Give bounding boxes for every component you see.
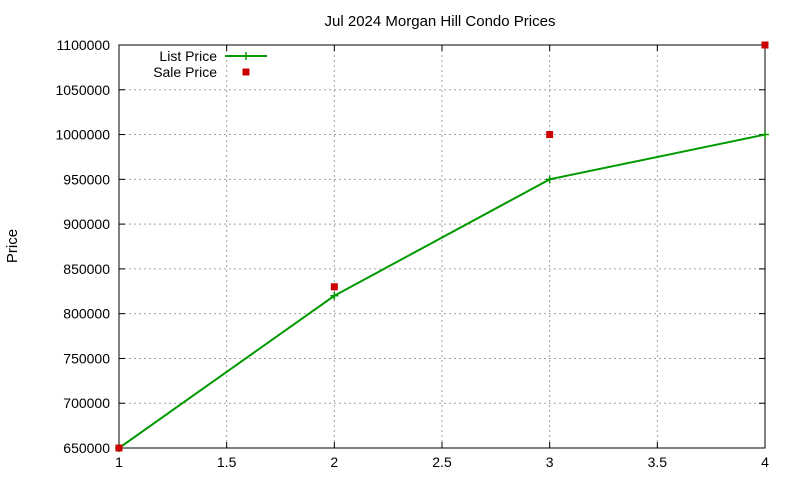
legend-marker-list-price <box>242 52 250 60</box>
y-tick-label: 850000 <box>63 261 110 277</box>
list-price-point <box>761 130 769 139</box>
x-tick-label: 2.5 <box>432 454 452 470</box>
sale-price-point <box>546 131 554 139</box>
chart-title: Jul 2024 Morgan Hill Condo Prices <box>325 13 556 30</box>
sale-price-point <box>115 444 123 452</box>
y-tick-label: 900000 <box>63 216 110 232</box>
sale-price-point <box>330 283 338 291</box>
x-tick-label: 1.5 <box>217 454 237 470</box>
y-tick-label: 750000 <box>63 350 110 366</box>
x-tick-label: 4 <box>761 454 769 470</box>
y-axis-label: Price <box>4 229 21 263</box>
x-tick-label: 2 <box>330 454 338 470</box>
y-tick-label: 1100000 <box>57 37 111 53</box>
list-price-line <box>118 133 766 449</box>
axis-ticks: 1 1.5 2 2.5 3 3.5 4 650000 700000 750000 800000 850… <box>55 37 769 470</box>
x-tick-label: 3.5 <box>648 454 668 470</box>
y-tick-label: 800000 <box>63 306 110 322</box>
y-tick-label: 650000 <box>63 440 110 456</box>
series <box>115 41 769 452</box>
y-tick-label: 1000000 <box>55 127 110 143</box>
grid <box>119 45 765 448</box>
legend-label-list-price: List Price <box>159 48 217 64</box>
y-tick-label: 700000 <box>63 395 110 411</box>
x-tick-label: 1 <box>115 454 123 470</box>
x-tick-label: 3 <box>546 454 554 470</box>
y-tick-label: 950000 <box>63 171 110 187</box>
list-price-point <box>545 175 554 184</box>
legend-marker-sale-price <box>242 68 250 76</box>
legend-label-sale-price: Sale Price <box>153 64 217 80</box>
list-price-point <box>330 291 339 300</box>
y-tick-label: 1050000 <box>55 82 110 98</box>
sale-price-point <box>761 41 769 49</box>
